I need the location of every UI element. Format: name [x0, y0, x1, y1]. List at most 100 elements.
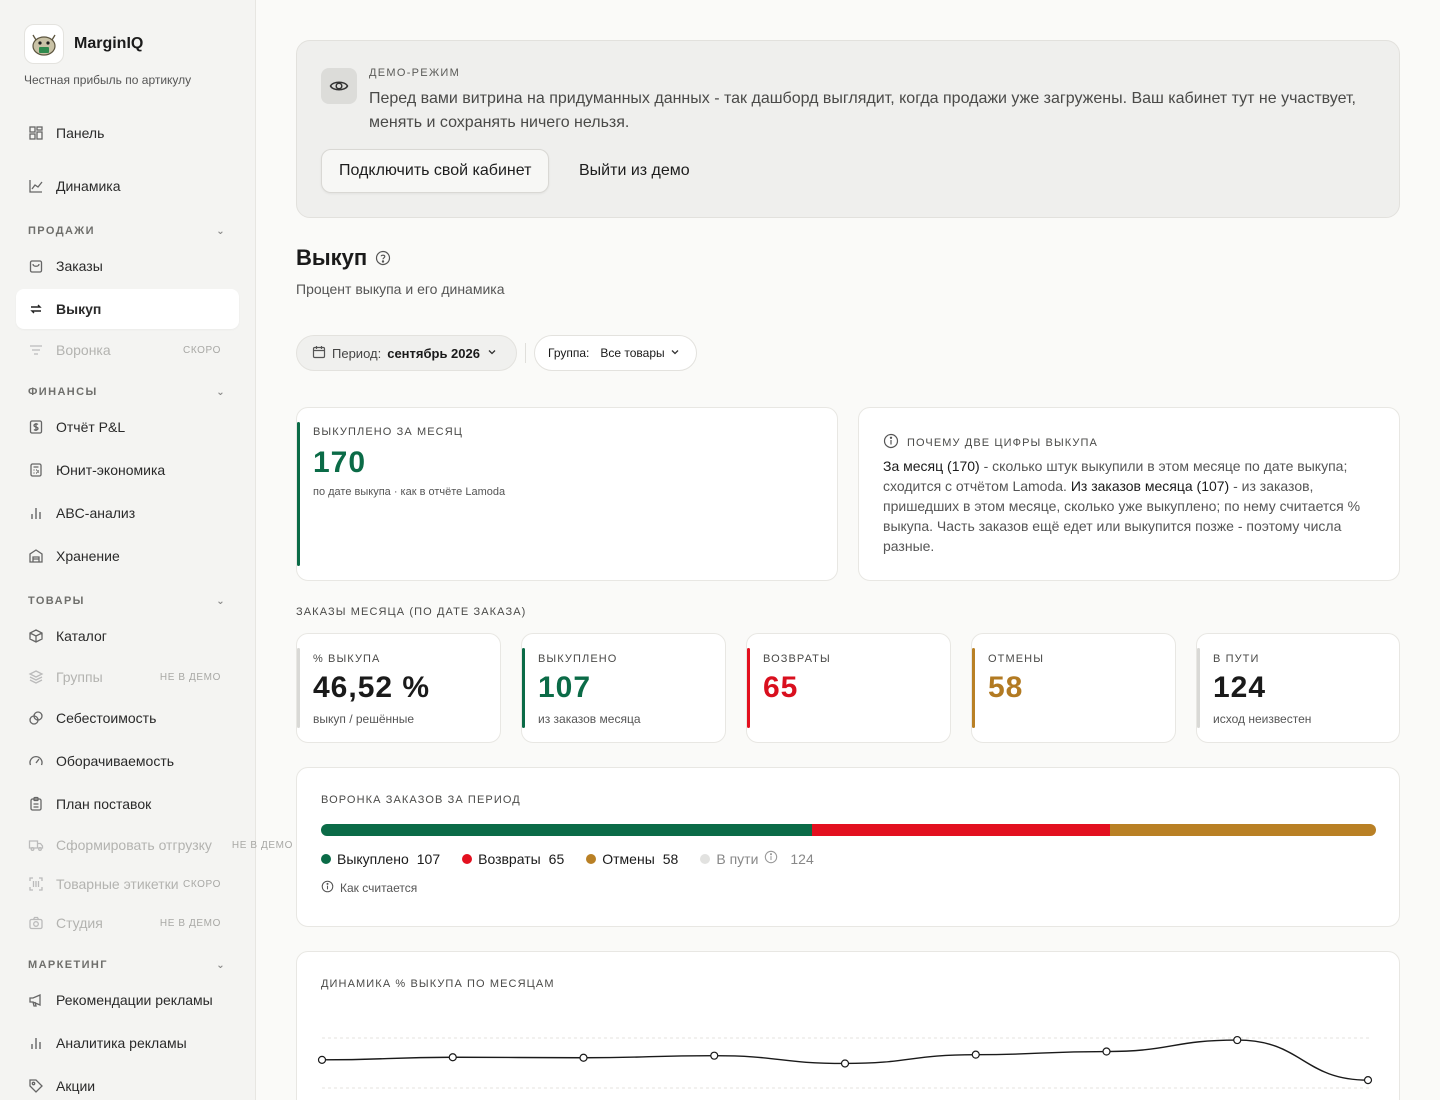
camera-icon: [28, 915, 44, 931]
sidebar-item-supply[interactable]: План поставок: [16, 784, 239, 824]
dynamics-chart-card: ДИНАМИКА % ВЫКУПА ПО МЕСЯЦАМ: [296, 951, 1400, 1100]
how-calculated-text: Как считается: [340, 881, 418, 895]
sidebar-item-dynamics[interactable]: Динамика: [16, 166, 239, 206]
help-icon[interactable]: [375, 250, 391, 266]
coins-icon: [28, 710, 44, 726]
accent-bar: [522, 648, 525, 728]
info-icon[interactable]: [764, 850, 778, 867]
sidebar-item-groups[interactable]: Группы НЕ В ДЕМО: [16, 657, 239, 697]
sidebar-item-ads-rec[interactable]: Рекомендации рекламы: [16, 980, 239, 1020]
sidebar-item-turnover[interactable]: Оборачиваемость: [16, 741, 239, 781]
legend-value: 65: [548, 850, 565, 867]
section-goods[interactable]: ТОВАРЫ ⌄: [28, 595, 226, 607]
sidebar-item-labels[interactable]: Товарные этикетки СКОРО: [16, 864, 239, 904]
logo-icon: [24, 24, 64, 64]
data-point[interactable]: [317, 1055, 327, 1064]
layers-icon: [28, 669, 44, 685]
kpi-sub: исход неизвестен: [1213, 712, 1312, 726]
data-point[interactable]: [1363, 1076, 1373, 1085]
not-in-demo-badge: НЕ В ДЕМО: [159, 917, 221, 929]
funnel-card: ВОРОНКА ЗАКАЗОВ ЗА ПЕРИОД Выкуплено 107 В…: [296, 767, 1400, 927]
sidebar-item-ads-analytics[interactable]: Аналитика рекламы: [16, 1023, 239, 1063]
kpi-sub: из заказов месяца: [538, 712, 641, 726]
data-point[interactable]: [579, 1053, 588, 1062]
clipboard-icon: [28, 796, 44, 812]
dollar-icon: [28, 419, 44, 435]
page-subtitle: Процент выкупа и его динамика: [296, 281, 505, 297]
chart-title: ДИНАМИКА % ВЫКУПА ПО МЕСЯЦАМ: [321, 978, 555, 990]
section-marketing[interactable]: МАРКЕТИНГ ⌄: [28, 959, 226, 971]
sidebar-item-storage[interactable]: Хранение: [16, 536, 239, 576]
sidebar-item-label: Аналитика рекламы: [56, 1035, 187, 1051]
period-label: Период:: [332, 345, 382, 361]
legend-returns: Возвраты 65: [462, 851, 564, 867]
sidebar-item-funnel[interactable]: Воронка СКОРО: [16, 330, 239, 370]
group-filter[interactable]: Группа: Все товары: [534, 335, 697, 371]
sidebar-item-buyout[interactable]: Выкуп: [16, 289, 239, 329]
sidebar-item-abc[interactable]: ABC-анализ: [16, 493, 239, 533]
data-point[interactable]: [971, 1050, 980, 1059]
chevron-down-icon: [486, 346, 498, 361]
chevron-down-icon: ⌄: [216, 595, 226, 607]
kpi-label: ВЫКУПЛЕНО: [538, 653, 618, 665]
data-point[interactable]: [1102, 1047, 1111, 1056]
sidebar-item-label: Воронка: [56, 342, 111, 358]
calculator-icon: [28, 462, 44, 478]
group-label: Группа:: [548, 346, 590, 360]
legend-transit: В пути 124: [700, 850, 814, 867]
kpi-bought: ВЫКУПЛЕНО 107 из заказов месяца: [521, 633, 726, 743]
demo-banner: ДЕМО-РЕЖИМ Перед вами витрина на придума…: [296, 40, 1400, 218]
sidebar-item-pl[interactable]: Отчёт P&L: [16, 407, 239, 447]
period-filter[interactable]: Период: сентябрь 2026: [296, 335, 517, 371]
sidebar-item-unit[interactable]: Юнит-экономика: [16, 450, 239, 490]
card-sub: по дате выкупа · как в отчёте Lamoda: [313, 486, 506, 498]
sidebar: MarginIQ Честная прибыль по артикулу Пан…: [0, 0, 292, 1100]
why-bold-2: Из заказов месяца (107): [1070, 478, 1230, 494]
kpi-label: % ВЫКУПА: [313, 653, 381, 665]
kpi-label: ОТМЕНЫ: [988, 653, 1045, 665]
app-name: MarginIQ: [74, 35, 144, 52]
data-point[interactable]: [710, 1051, 719, 1060]
how-calculated-link[interactable]: Как считается: [321, 880, 417, 896]
group-value: Все товары: [600, 346, 665, 360]
data-point[interactable]: [448, 1053, 457, 1062]
funnel-segment-cancels: [1109, 824, 1376, 836]
kpi-in-transit: В ПУТИ 124 исход неизвестен: [1196, 633, 1400, 743]
box-icon: [28, 628, 44, 644]
accent-bar: [297, 422, 300, 566]
sidebar-item-cost[interactable]: Себестоимость: [16, 698, 239, 738]
why-title-text: ПОЧЕМУ ДВЕ ЦИФРЫ ВЫКУПА: [907, 436, 1098, 449]
eye-icon: [321, 68, 357, 104]
section-finance[interactable]: ФИНАНСЫ ⌄: [28, 386, 226, 398]
soon-badge: СКОРО: [183, 344, 221, 356]
funnel-bar: [321, 824, 1376, 836]
sidebar-item-orders[interactable]: Заказы: [16, 246, 239, 286]
bar-chart-icon: [28, 1035, 44, 1051]
brand[interactable]: MarginIQ: [24, 24, 143, 64]
sidebar-item-label: Оборачиваемость: [56, 753, 175, 769]
kpi-returns: ВОЗВРАТЫ 65: [746, 633, 951, 743]
app-tagline: Честная прибыль по артикулу: [24, 73, 192, 87]
sidebar-item-promo[interactable]: Акции: [16, 1066, 239, 1100]
data-point[interactable]: [1233, 1035, 1242, 1045]
sidebar-item-label: Сформировать отгрузку: [56, 837, 212, 853]
chevron-down-icon: ⌄: [216, 386, 226, 398]
legend-bought: Выкуплено 107: [321, 851, 440, 867]
sidebar-item-label: ABC-анализ: [56, 505, 136, 521]
sidebar-item-shipment[interactable]: Сформировать отгрузку НЕ В ДЕМО: [16, 825, 292, 865]
sidebar-item-panel[interactable]: Панель: [16, 113, 239, 153]
sidebar-item-catalog[interactable]: Каталог: [16, 616, 239, 656]
legend-dot: [700, 853, 711, 864]
dynamics-chart: [317, 1035, 1373, 1089]
tag-icon: [28, 1078, 44, 1094]
exit-demo-button[interactable]: Выйти из демо: [579, 149, 690, 193]
sidebar-item-studio[interactable]: Студия НЕ В ДЕМО: [16, 903, 239, 943]
sidebar-item-label: Панель: [56, 125, 105, 141]
connect-account-button[interactable]: Подключить свой кабинет: [321, 149, 550, 193]
funnel-title: ВОРОНКА ЗАКАЗОВ ЗА ПЕРИОД: [321, 794, 521, 806]
section-sales[interactable]: ПРОДАЖИ ⌄: [28, 225, 226, 237]
data-point[interactable]: [840, 1059, 850, 1068]
sidebar-item-label: Хранение: [56, 548, 120, 564]
why-text: За месяц (170) - сколько штук выкупили в…: [883, 456, 1379, 556]
section-title: ФИНАНСЫ: [28, 386, 98, 398]
